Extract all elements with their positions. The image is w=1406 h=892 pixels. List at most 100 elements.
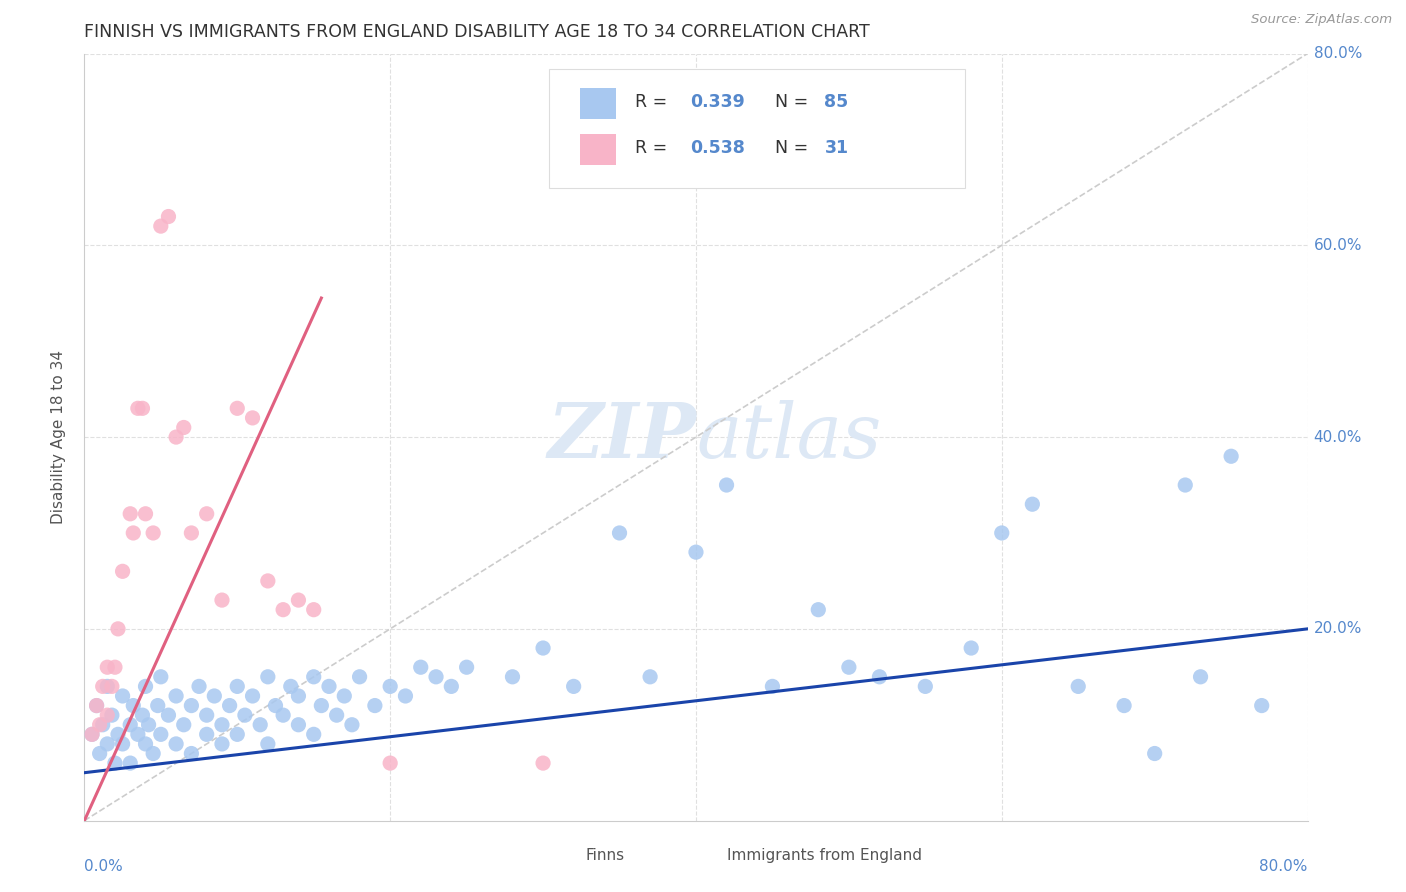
Point [135, 680, 157, 694]
Point [142, 747, 165, 761]
Text: 20.0%: 20.0% [1313, 622, 1362, 636]
Point [149, 219, 172, 234]
Point [127, 727, 149, 741]
Point [157, 210, 180, 224]
Point [142, 526, 165, 541]
Point [111, 737, 134, 751]
Point [226, 727, 249, 741]
Point [257, 574, 280, 588]
Point [104, 756, 127, 771]
Point [609, 526, 631, 541]
Text: R =: R = [636, 139, 672, 157]
Point [287, 689, 309, 703]
Point [120, 756, 142, 771]
Point [1114, 698, 1136, 713]
Point [173, 717, 195, 731]
Point [107, 727, 129, 741]
Point [1189, 670, 1212, 684]
Point [991, 526, 1014, 541]
Text: 0.339: 0.339 [690, 93, 745, 111]
Point [86, 698, 108, 713]
Point [157, 708, 180, 723]
Point [96, 660, 118, 674]
Point [318, 680, 340, 694]
FancyBboxPatch shape [550, 846, 576, 867]
Point [131, 401, 153, 416]
Point [180, 747, 202, 761]
Point [869, 670, 891, 684]
Point [380, 680, 402, 694]
Point [211, 737, 233, 751]
Point [960, 641, 983, 656]
Point [1021, 497, 1043, 511]
Point [271, 603, 294, 617]
FancyBboxPatch shape [579, 88, 616, 119]
Point [394, 689, 416, 703]
Point [257, 670, 280, 684]
Point [120, 717, 142, 731]
Point [173, 420, 195, 434]
Point [325, 708, 347, 723]
Text: ZIP: ZIP [547, 401, 696, 474]
Point [165, 737, 187, 751]
Y-axis label: Disability Age 18 to 34: Disability Age 18 to 34 [51, 350, 66, 524]
Text: 80.0%: 80.0% [1260, 859, 1308, 874]
Point [838, 660, 860, 674]
Point [122, 526, 145, 541]
Point [218, 698, 240, 713]
Point [195, 507, 218, 521]
Point [425, 670, 447, 684]
Point [149, 727, 172, 741]
Point [135, 507, 157, 521]
Point [111, 565, 134, 579]
Point [716, 478, 738, 492]
Point [211, 593, 233, 607]
Point [287, 717, 309, 731]
Point [127, 401, 149, 416]
Point [340, 717, 363, 731]
FancyBboxPatch shape [690, 846, 717, 867]
Text: 85: 85 [824, 93, 849, 111]
Point [562, 680, 585, 694]
Point [226, 680, 249, 694]
Point [242, 411, 264, 425]
Point [180, 526, 202, 541]
Text: Immigrants from England: Immigrants from England [727, 848, 921, 863]
Text: 60.0%: 60.0% [1313, 238, 1362, 252]
Text: FINNISH VS IMMIGRANTS FROM ENGLAND DISABILITY AGE 18 TO 34 CORRELATION CHART: FINNISH VS IMMIGRANTS FROM ENGLAND DISAB… [84, 23, 870, 41]
Point [80, 727, 103, 741]
Point [146, 698, 169, 713]
Text: N =: N = [776, 139, 814, 157]
Point [195, 708, 218, 723]
Point [149, 670, 172, 684]
Text: Finns: Finns [586, 848, 626, 863]
Point [302, 670, 325, 684]
Point [311, 698, 333, 713]
Point [914, 680, 936, 694]
Point [264, 698, 287, 713]
Point [195, 727, 218, 741]
Point [138, 717, 160, 731]
Point [287, 593, 309, 607]
Point [409, 660, 432, 674]
Point [89, 747, 111, 761]
Text: 40.0%: 40.0% [1313, 430, 1362, 444]
Point [202, 689, 225, 703]
Point [1067, 680, 1090, 694]
Point [165, 689, 187, 703]
Point [226, 401, 249, 416]
Point [456, 660, 478, 674]
Point [1174, 478, 1197, 492]
Point [1143, 747, 1166, 761]
Point [364, 698, 387, 713]
FancyBboxPatch shape [579, 134, 616, 165]
Point [502, 670, 524, 684]
FancyBboxPatch shape [550, 69, 965, 188]
Point [257, 737, 280, 751]
Point [380, 756, 402, 771]
Text: Source: ZipAtlas.com: Source: ZipAtlas.com [1251, 13, 1392, 27]
Point [638, 670, 661, 684]
Point [180, 698, 202, 713]
Point [135, 737, 157, 751]
Point [440, 680, 463, 694]
